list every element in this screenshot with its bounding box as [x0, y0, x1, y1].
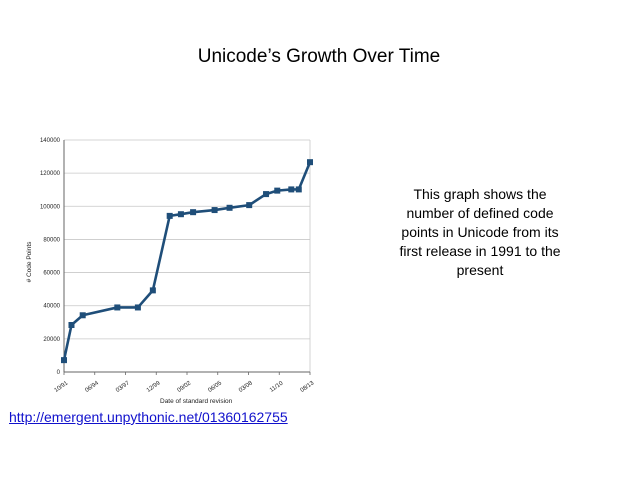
x-tick-label: 10/91: [54, 380, 70, 394]
y-tick-label: 60000: [43, 271, 60, 277]
data-point-marker: [307, 159, 313, 166]
data-point-marker: [61, 357, 67, 364]
data-point-marker: [134, 304, 141, 311]
x-tick-label: 09/02: [177, 380, 193, 394]
grid-lines: [64, 139, 311, 373]
x-tick-label: 08/13: [300, 380, 316, 394]
description-text: This graph shows the number of defined c…: [399, 186, 561, 278]
data-point-marker: [79, 312, 86, 319]
y-tick-label: 100000: [40, 204, 61, 210]
x-tick-label: 12/99: [146, 380, 162, 394]
data-point-marker: [166, 212, 173, 219]
data-point-marker: [246, 202, 253, 209]
data-point-marker: [226, 204, 233, 211]
x-tick-label: 06/94: [84, 380, 100, 394]
x-tick-label: 11/10: [269, 380, 285, 394]
data-point-marker: [114, 304, 121, 311]
y-tick-label: 20000: [43, 337, 60, 343]
y-tick-label: 120000: [40, 171, 61, 177]
data-point-marker: [149, 287, 156, 294]
y-tick-label: 140000: [40, 138, 61, 144]
series-layer: [61, 159, 313, 364]
x-tick-label: 06/05: [207, 380, 223, 394]
data-point-marker: [190, 209, 197, 216]
data-point-marker: [68, 322, 75, 329]
data-point-marker: [177, 211, 184, 218]
y-axis-label: # Code Points: [26, 241, 33, 283]
source-link[interactable]: http://emergent.unpythonic.net/013601627…: [9, 409, 288, 425]
chart-axes: [63, 140, 311, 375]
x-tick-labels: 10/91 06/94 03/97 12/99 09/02 06/05 03/08 11/10…: [54, 380, 316, 394]
data-point-marker: [295, 186, 302, 193]
y-tick-label: 40000: [43, 304, 60, 310]
y-tick-label: 80000: [43, 237, 60, 243]
series-line: [62, 161, 312, 361]
slide-title: Unicode’s Growth Over Time: [197, 46, 441, 67]
data-point-marker: [263, 191, 270, 198]
data-point-marker: [211, 207, 218, 214]
x-tick-label: 03/97: [115, 380, 131, 394]
y-tick-labels: 0 20000 40000 60000 80000 100000 120000 140000: [40, 138, 61, 376]
data-point-marker: [274, 187, 281, 194]
y-tick-label: 0: [57, 370, 61, 376]
data-point-marker: [288, 186, 295, 193]
x-tick-label: 03/08: [238, 380, 254, 394]
x-axis-label: Date of standard revision: [160, 398, 233, 405]
